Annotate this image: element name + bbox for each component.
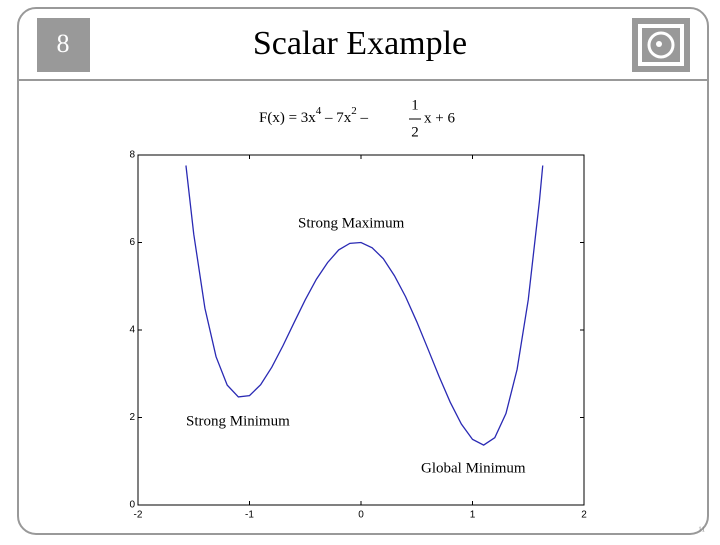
logo <box>632 18 690 72</box>
formula-part: F(x) = 3x <box>259 110 316 126</box>
formula-part: – <box>357 110 369 126</box>
x-tick-label: 2 <box>581 510 587 521</box>
formula: F(x) = 3x4 – 7x2 – 1 2 x + 6 <box>259 97 455 140</box>
x-tick-label: -2 <box>134 510 143 521</box>
slide-number: 8 <box>57 29 70 58</box>
formula-num: 1 <box>411 97 419 113</box>
y-tick-label: 8 <box>129 150 135 161</box>
y-tick-label: 6 <box>129 237 135 248</box>
formula-exp: 4 <box>316 105 322 117</box>
slide-frame <box>17 7 709 535</box>
annotation: Global Minimum <box>421 460 526 476</box>
formula-den: 2 <box>411 124 419 140</box>
x-tick-label: 1 <box>470 510 476 521</box>
y-tick-label: 2 <box>129 412 135 423</box>
data-line <box>185 165 544 446</box>
formula-part: F(x) = 3x4 – 7x2 – <box>259 105 369 127</box>
annotation: Strong Minimum <box>186 413 290 429</box>
formula-exp: 2 <box>351 105 357 117</box>
y-tick-label: 4 <box>129 325 135 336</box>
annotation: Strong Maximum <box>298 215 405 231</box>
y-tick-label: 0 <box>129 500 135 511</box>
formula-part: x + 6 <box>424 110 455 126</box>
page-number: 11 <box>698 526 705 534</box>
formula-part: – 7x <box>321 110 352 126</box>
x-tick-label: -1 <box>245 510 254 521</box>
plot-frame <box>137 154 585 506</box>
x-tick-label: 0 <box>358 510 364 521</box>
number-box <box>37 18 90 72</box>
slide-title: Scalar Example <box>253 25 467 62</box>
